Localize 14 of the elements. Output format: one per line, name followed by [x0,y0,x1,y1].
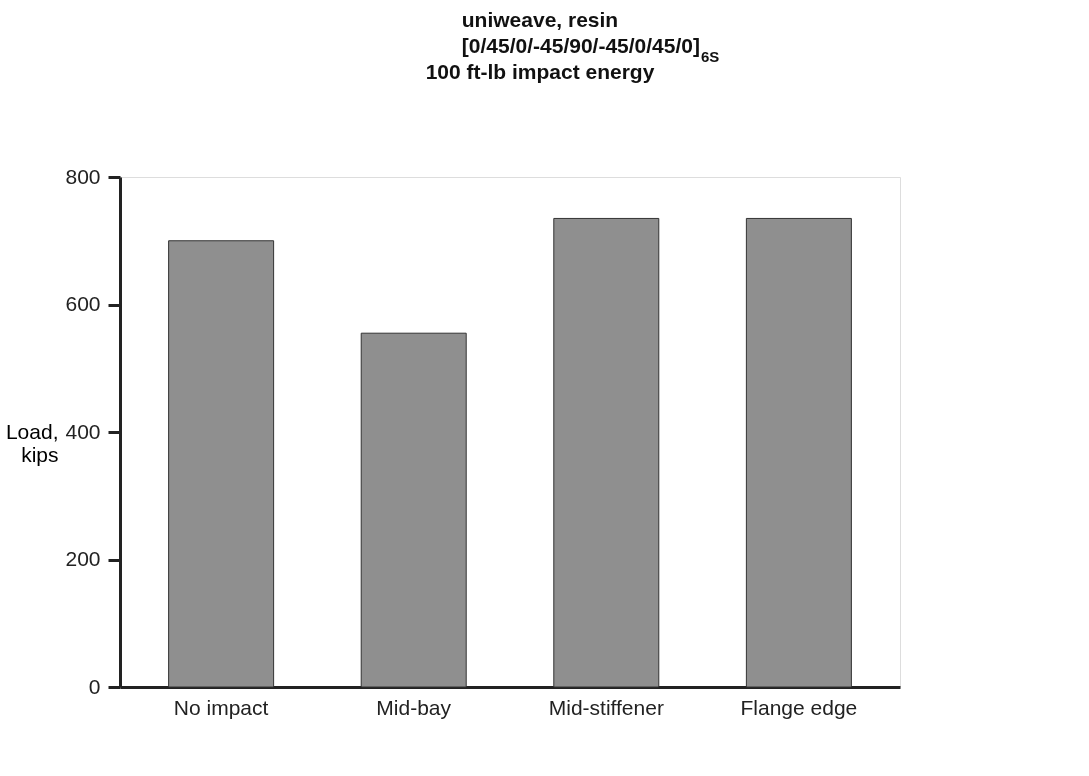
y-tick-label: 400 [65,419,101,443]
y-tick-label: 600 [65,292,101,315]
y-tick-label: 800 [65,164,101,188]
bar [553,217,660,688]
bar [360,332,467,688]
y-axis-title: Load, kips [5,419,59,466]
x-tick-label: Mid-bay [376,695,452,719]
bar [168,240,275,688]
x-tick-label: No impact [173,695,269,719]
y-tick-label: 200 [65,547,101,570]
y-tick-label: 0 [88,674,101,698]
x-tick-label: Flange edge [740,695,858,719]
x-tick-label: Mid-stiffener [548,695,664,719]
bar [745,217,852,688]
